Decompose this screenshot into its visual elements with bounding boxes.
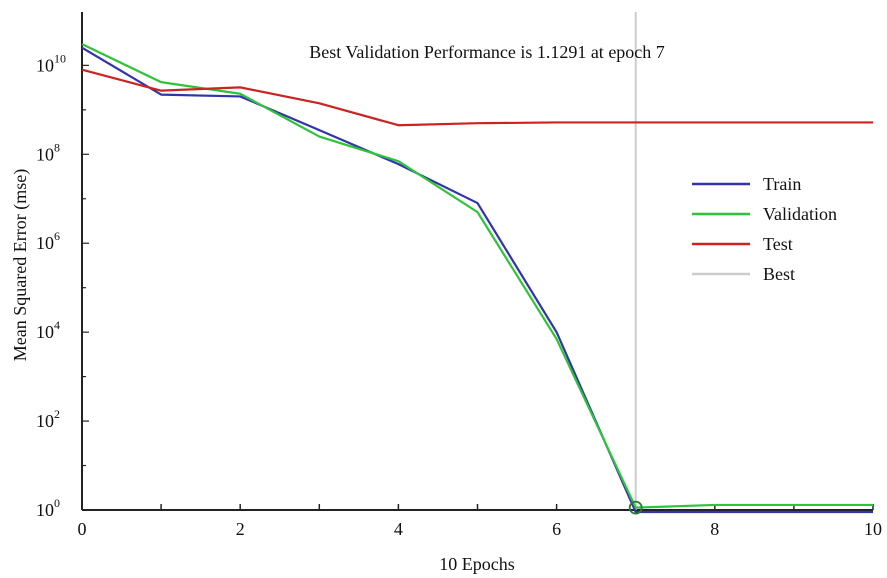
- x-tick-label: 0: [78, 519, 87, 539]
- legend-label-train: Train: [763, 174, 801, 194]
- x-tick-label: 4: [394, 519, 403, 539]
- series-line-validation: [81, 43, 873, 509]
- best-point-marker: [628, 500, 643, 515]
- x-tick-label: 2: [236, 519, 245, 539]
- y-tick-label: 100: [36, 496, 60, 520]
- y-axis-label: Mean Squared Error (mse): [10, 169, 31, 361]
- x-tick-label: 10: [864, 519, 882, 539]
- legend-label-best: Best: [763, 264, 795, 284]
- x-axis-label: 10 Epochs: [439, 554, 515, 574]
- legend-label-validation: Validation: [763, 204, 837, 224]
- x-tick-label: 8: [710, 519, 719, 539]
- y-tick-label: 106: [36, 229, 60, 253]
- series-line-test: [81, 68, 873, 127]
- legend: Train Validation Test Best: [692, 174, 837, 284]
- y-tick-label: 102: [36, 407, 60, 431]
- legend-label-test: Test: [763, 234, 793, 254]
- y-tick-label: 108: [36, 140, 60, 164]
- series-layer: [81, 43, 873, 515]
- x-tick-label: 6: [552, 519, 561, 539]
- axes: 0 2 4 6 8 10 100 102 104 106 108 1010: [36, 12, 882, 539]
- y-tick-label: 1010: [36, 51, 66, 75]
- y-tick-label: 104: [36, 318, 60, 342]
- series-line-train: [81, 46, 873, 514]
- chart-title: Best Validation Performance is 1.1291 at…: [309, 42, 665, 62]
